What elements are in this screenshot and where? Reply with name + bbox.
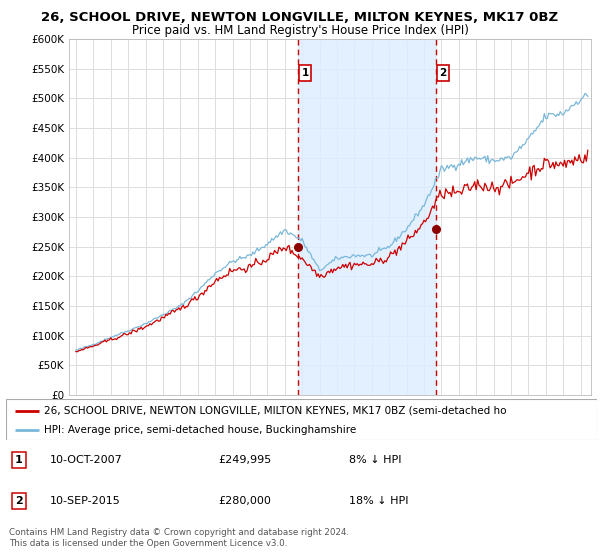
Text: 26, SCHOOL DRIVE, NEWTON LONGVILLE, MILTON KEYNES, MK17 0BZ: 26, SCHOOL DRIVE, NEWTON LONGVILLE, MILT… (41, 11, 559, 24)
Text: This data is licensed under the Open Government Licence v3.0.: This data is licensed under the Open Gov… (9, 539, 287, 548)
Text: 1: 1 (15, 455, 23, 465)
Text: 10-OCT-2007: 10-OCT-2007 (50, 455, 123, 465)
Text: HPI: Average price, semi-detached house, Buckinghamshire: HPI: Average price, semi-detached house,… (44, 424, 356, 435)
Text: £249,995: £249,995 (219, 455, 272, 465)
Text: 26, SCHOOL DRIVE, NEWTON LONGVILLE, MILTON KEYNES, MK17 0BZ (semi-detached ho: 26, SCHOOL DRIVE, NEWTON LONGVILLE, MILT… (44, 405, 507, 416)
Text: 2: 2 (439, 68, 446, 78)
Text: 8% ↓ HPI: 8% ↓ HPI (349, 455, 401, 465)
Text: 2: 2 (15, 496, 23, 506)
Text: 1: 1 (301, 68, 309, 78)
Text: Contains HM Land Registry data © Crown copyright and database right 2024.: Contains HM Land Registry data © Crown c… (9, 528, 349, 536)
Text: 18% ↓ HPI: 18% ↓ HPI (349, 496, 408, 506)
Text: 10-SEP-2015: 10-SEP-2015 (50, 496, 121, 506)
Text: £280,000: £280,000 (219, 496, 272, 506)
Bar (298, 39, 436, 395)
Text: Price paid vs. HM Land Registry's House Price Index (HPI): Price paid vs. HM Land Registry's House … (131, 24, 469, 36)
